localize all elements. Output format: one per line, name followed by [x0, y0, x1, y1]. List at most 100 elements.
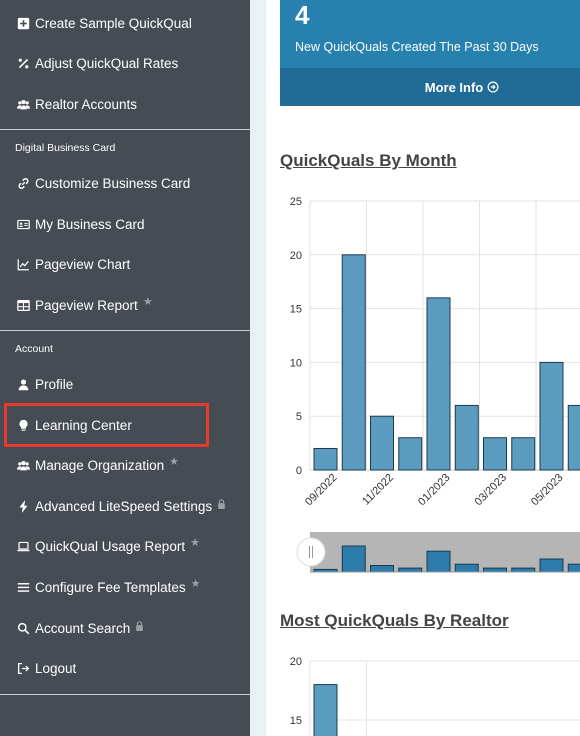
x-tick-label: 09/2022 [303, 472, 340, 509]
sidebar-item-label: Account Search [35, 620, 131, 636]
info-card-footer [280, 68, 580, 106]
sidebar-item-manage-organization[interactable]: Manage Organization ★ [16, 454, 179, 476]
sidebar-item-configure-fee-templates[interactable]: Configure Fee Templates ★ [16, 576, 200, 598]
sidebar-item-create-sample-quickqual[interactable]: Create Sample QuickQual [16, 12, 192, 34]
navigator-bar [511, 567, 536, 573]
bar [539, 361, 564, 471]
bar [426, 297, 451, 471]
sidebar-item-pageview-chart[interactable]: Pageview Chart [16, 253, 130, 275]
arrow-circle-right-icon [487, 81, 499, 93]
sidebar [0, 0, 250, 736]
bolt-icon [16, 499, 30, 513]
navigator-bar [341, 545, 366, 573]
lock-icon [135, 619, 144, 631]
navigator-bar [398, 567, 423, 573]
navigator-bar [483, 567, 507, 573]
lightbulb-icon [16, 418, 30, 432]
sidebar-item-label: QuickQual Usage Report [35, 538, 186, 554]
sidebar-item-label: My Business Card [35, 216, 145, 232]
bar [398, 437, 423, 471]
sidebar-item-label: Realtor Accounts [35, 96, 138, 112]
bar [370, 415, 394, 471]
x-tick-label: 01/2023 [416, 472, 453, 509]
bar [511, 437, 536, 471]
sidebar-item-label: Pageview Chart [35, 256, 131, 272]
line-chart-icon [16, 257, 30, 271]
bar [313, 447, 338, 471]
star-icon: ★ [190, 577, 201, 590]
y-tick-label: 10 [290, 357, 302, 369]
section-label-digital-business-card: Digital Business Card [15, 142, 116, 154]
users-icon [16, 458, 30, 472]
sidebar-item-advanced-litespeed-settings[interactable]: Advanced LiteSpeed Settings [16, 495, 226, 517]
id-card-icon [16, 217, 30, 231]
more-info-label: More Info [424, 79, 484, 95]
navigator-bar [370, 565, 394, 573]
sidebar-item-label: Pageview Report [35, 297, 138, 313]
sidebar-item-account-search[interactable]: Account Search [16, 617, 144, 639]
sidebar-item-adjust-quickqual-rates[interactable]: Adjust QuickQual Rates [16, 52, 178, 74]
sidebar-item-logout[interactable]: Logout [16, 657, 76, 679]
sidebar-item-customize-business-card[interactable]: Customize Business Card [16, 172, 190, 194]
logout-icon [16, 661, 30, 675]
users-icon [16, 97, 30, 111]
bar [567, 404, 580, 471]
sidebar-item-pageview-report[interactable]: Pageview Report ★ [16, 294, 153, 316]
charts-canvas: 0 5 10 15 20 25 09/2022 11/2022 01/2023 03/2023 05… [290, 196, 580, 736]
bar [454, 404, 479, 471]
navigator-bar [539, 558, 564, 573]
chart-title-quickquals-by-month: QuickQuals By Month [280, 151, 457, 170]
navigator-handle[interactable] [296, 537, 326, 567]
x-tick-label: 03/2023 [473, 472, 510, 509]
user-icon [16, 377, 30, 391]
plus-square-icon [16, 16, 30, 30]
bar [483, 437, 507, 471]
sidebar-item-learning-center[interactable]: Learning Center [16, 414, 132, 436]
sidebar-item-label: Logout [35, 660, 77, 676]
bar [341, 254, 366, 471]
y-tick-label: 20 [290, 250, 302, 262]
sidebar-item-label: Learning Center [35, 417, 132, 433]
lock-icon [217, 497, 226, 509]
section-label-account: Account [15, 343, 53, 355]
sidebar-divider [0, 330, 250, 331]
highlight-box [4, 403, 209, 447]
list-icon [16, 580, 30, 594]
content-gutter [250, 0, 266, 736]
sidebar-item-label: Advanced LiteSpeed Settings [35, 498, 213, 514]
main-content [250, 0, 580, 736]
sidebar-item-label: Manage Organization [35, 457, 165, 473]
navigator-bar [426, 550, 451, 573]
sidebar-item-label: Profile [35, 376, 74, 392]
sidebar-item-label: Create Sample QuickQual [35, 15, 192, 31]
sidebar-item-my-business-card[interactable]: My Business Card [16, 213, 145, 235]
sidebar-item-label: Configure Fee Templates [35, 579, 186, 595]
star-icon: ★ [169, 455, 179, 468]
link-icon [16, 176, 30, 190]
x-tick-label: 11/2022 [360, 472, 396, 508]
search-icon [16, 621, 30, 635]
star-icon: ★ [142, 295, 153, 308]
sidebar-divider [0, 694, 250, 695]
laptop-icon [16, 539, 30, 553]
chart-title-most-quickquals-by-realtor: Most QuickQuals By Realtor [280, 611, 509, 630]
info-card-text: New QuickQuals Created The Past 30 Days [295, 40, 539, 54]
more-info-link[interactable]: More Info [280, 68, 580, 106]
y-tick-label: 5 [296, 411, 302, 423]
navigator-bar [454, 563, 479, 573]
sidebar-item-label: Adjust QuickQual Rates [35, 55, 179, 71]
sidebar-item-profile[interactable]: Profile [16, 373, 73, 395]
sidebar-item-realtor-accounts[interactable]: Realtor Accounts [16, 93, 137, 115]
y-tick-label: 20 [290, 656, 302, 668]
table-icon [16, 298, 30, 312]
navigator-bar [567, 563, 580, 573]
y-tick-label: 25 [290, 196, 302, 208]
y-tick-label: 15 [290, 715, 302, 727]
y-tick-label: 15 [290, 304, 302, 316]
x-tick-label: 05/2023 [529, 472, 566, 509]
percent-icon [16, 56, 30, 70]
sidebar-item-quickqual-usage-report[interactable]: QuickQual Usage Report ★ [16, 535, 200, 557]
bar [313, 684, 338, 736]
sidebar-divider [0, 129, 250, 130]
sidebar-item-label: Customize Business Card [35, 175, 191, 191]
